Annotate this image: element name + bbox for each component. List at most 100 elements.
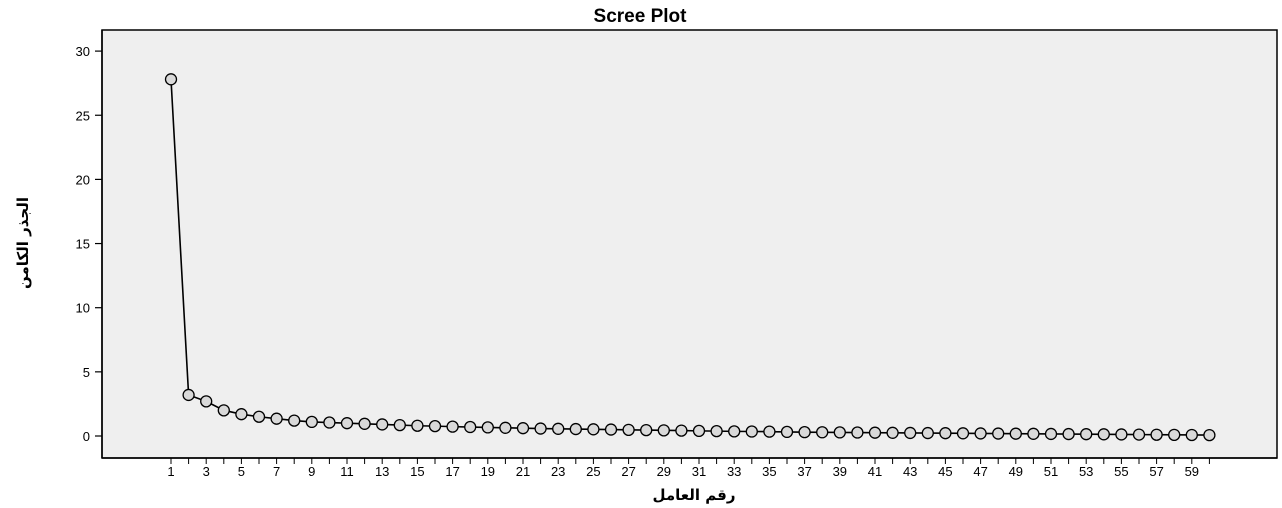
x-tick-label: 57 xyxy=(1149,464,1163,479)
data-point xyxy=(217,404,230,417)
data-point xyxy=(763,425,776,438)
data-point xyxy=(640,423,653,437)
data-point xyxy=(780,425,794,439)
data-point xyxy=(481,421,494,434)
data-point xyxy=(323,416,336,429)
data-point xyxy=(692,424,706,438)
x-tick-label: 1 xyxy=(167,464,174,479)
data-point xyxy=(252,410,266,423)
x-tick-label: 55 xyxy=(1114,464,1128,479)
x-tick-label: 51 xyxy=(1044,464,1058,479)
data-point xyxy=(956,427,970,440)
x-tick-label: 47 xyxy=(973,464,987,479)
y-axis-label: الجذر الكامن xyxy=(14,197,32,289)
y-axis: 0 5 10 15 20 25 30 xyxy=(76,30,103,458)
series-eigenvalues xyxy=(164,73,1216,442)
x-tick-label: 23 xyxy=(551,464,565,479)
data-point xyxy=(992,427,1005,440)
data-point xyxy=(921,426,934,440)
data-point xyxy=(464,420,477,434)
x-tick-label: 49 xyxy=(1009,464,1023,479)
data-point xyxy=(1150,428,1163,441)
x-tick-label: 45 xyxy=(938,464,952,479)
y-tick-label: 20 xyxy=(76,172,90,187)
data-point xyxy=(1203,428,1216,442)
data-point xyxy=(1009,427,1022,440)
data-point xyxy=(411,419,424,432)
x-tick-label: 7 xyxy=(273,464,280,479)
data-point xyxy=(200,395,213,408)
data-point xyxy=(851,426,864,439)
x-tick-label: 39 xyxy=(833,464,847,479)
data-point xyxy=(657,424,670,437)
data-point xyxy=(587,423,600,436)
x-tick-label: 19 xyxy=(481,464,495,479)
data-point xyxy=(974,427,987,440)
x-tick-label: 59 xyxy=(1185,464,1199,479)
x-tick-label: 21 xyxy=(516,464,530,479)
data-point xyxy=(288,414,301,427)
x-tick-label: 43 xyxy=(903,464,917,479)
y-tick-label: 5 xyxy=(83,365,90,380)
x-tick-label: 25 xyxy=(586,464,600,479)
data-point xyxy=(428,419,442,433)
data-point xyxy=(393,418,406,432)
y-tick-label: 15 xyxy=(76,237,90,252)
data-point xyxy=(1080,428,1093,441)
data-point xyxy=(798,426,811,439)
x-tick-label: 17 xyxy=(445,464,459,479)
x-tick-label: 53 xyxy=(1079,464,1093,479)
data-point xyxy=(1027,427,1040,440)
x-tick-label: 33 xyxy=(727,464,741,479)
data-point xyxy=(305,415,318,429)
data-point xyxy=(235,408,248,421)
data-point xyxy=(622,423,635,436)
data-point xyxy=(446,420,459,433)
data-point xyxy=(499,421,512,434)
x-axis-label: رقم العامل xyxy=(653,486,736,504)
data-point xyxy=(1168,428,1181,441)
x-tick-label: 15 xyxy=(410,464,424,479)
x-tick-label: 35 xyxy=(762,464,776,479)
data-point xyxy=(552,422,565,435)
y-tick-label: 10 xyxy=(76,301,90,316)
data-point xyxy=(745,425,758,438)
y-tick-label: 30 xyxy=(76,44,90,59)
plot-area xyxy=(101,29,1278,459)
x-tick-label: 3 xyxy=(203,464,210,479)
data-point xyxy=(516,422,530,435)
data-point xyxy=(904,426,917,440)
x-tick-label: 27 xyxy=(621,464,635,479)
data-point xyxy=(886,426,899,439)
data-point xyxy=(376,418,389,431)
data-point xyxy=(182,388,195,402)
data-point xyxy=(710,424,723,438)
data-point xyxy=(1097,428,1110,441)
data-point xyxy=(868,426,882,439)
x-tick-label: 11 xyxy=(340,464,354,479)
data-point xyxy=(534,422,547,435)
data-point xyxy=(728,425,741,438)
data-point xyxy=(270,412,283,425)
data-point xyxy=(1185,428,1198,442)
y-tick-label: 25 xyxy=(76,108,90,123)
data-point xyxy=(816,426,829,439)
x-tick-label: 9 xyxy=(308,464,315,479)
x-axis: 1 3 5 7 9 11 13 15 17 19 21 23 25 27 29 31 33 35 37 39 41 43 4… xyxy=(102,457,1277,479)
x-tick-label: 31 xyxy=(692,464,706,479)
x-tick-label: 13 xyxy=(375,464,389,479)
data-point xyxy=(569,422,582,436)
x-tick-label: 5 xyxy=(238,464,245,479)
data-point xyxy=(164,73,178,86)
data-point xyxy=(1044,427,1058,441)
data-point xyxy=(340,417,354,430)
data-point xyxy=(604,423,618,436)
chart-title: Scree Plot xyxy=(594,6,688,27)
data-point xyxy=(939,427,952,440)
x-tick-label: 41 xyxy=(868,464,882,479)
data-point xyxy=(1132,428,1146,441)
x-tick-label: 37 xyxy=(797,464,811,479)
x-tick-label: 29 xyxy=(657,464,671,479)
data-point xyxy=(675,424,688,437)
